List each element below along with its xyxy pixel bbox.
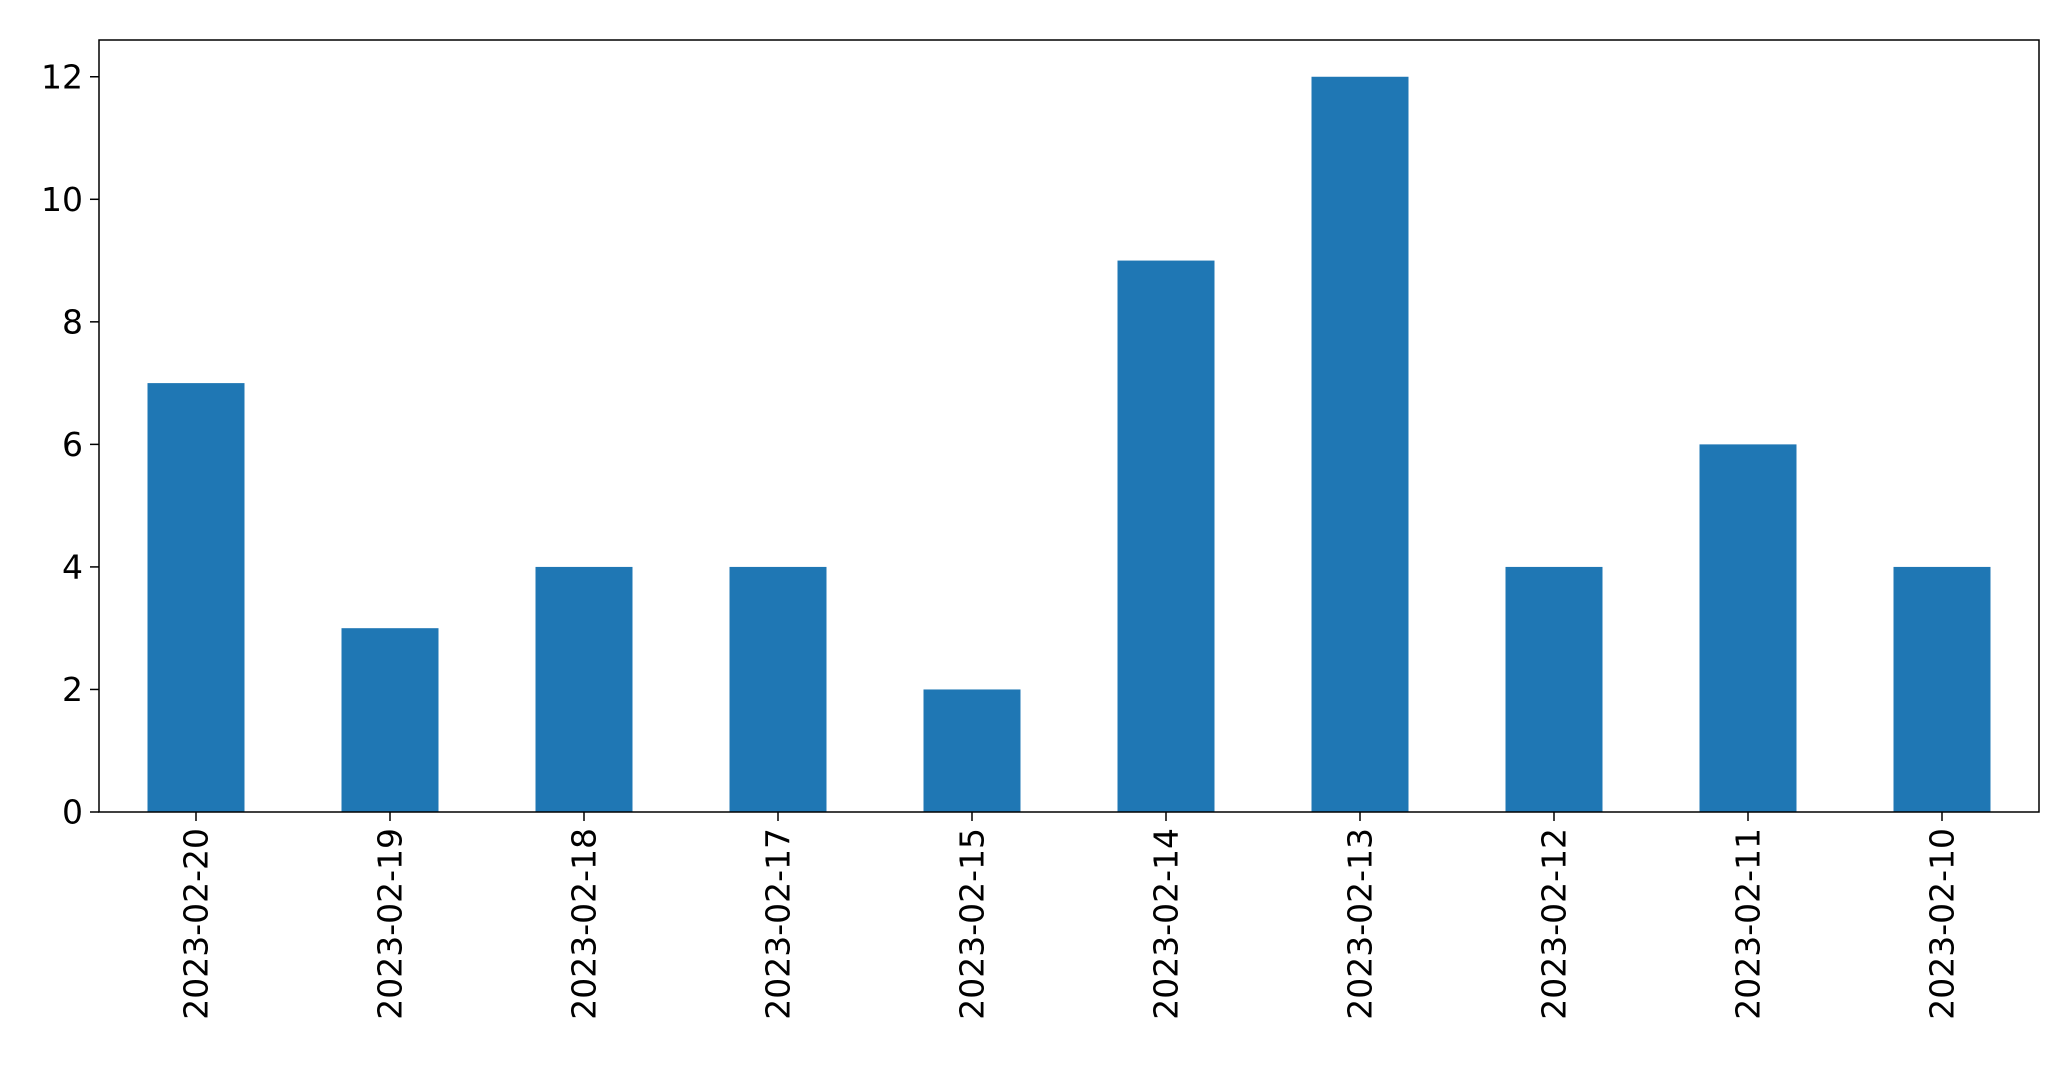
x-tick-label: 2023-02-18 bbox=[565, 828, 604, 1020]
x-tick-label: 2023-02-11 bbox=[1729, 828, 1768, 1020]
x-tick-label: 2023-02-12 bbox=[1535, 828, 1574, 1020]
x-tick-label: 2023-02-14 bbox=[1147, 828, 1186, 1020]
y-tick-label: 10 bbox=[41, 180, 83, 219]
plot-frame bbox=[98, 39, 2040, 813]
bar-2023-02-14 bbox=[1117, 260, 1215, 812]
bar-2023-02-11 bbox=[1699, 444, 1797, 812]
y-tick-label: 4 bbox=[62, 547, 83, 586]
bar-2023-02-17 bbox=[729, 566, 827, 812]
y-tick-label: 6 bbox=[62, 425, 83, 464]
x-axis: 2023-02-20 2023-02-19 2023-02-18 2023-02-17… bbox=[177, 812, 1962, 1020]
y-tick-label: 8 bbox=[62, 302, 83, 341]
bar-2023-02-20 bbox=[147, 383, 245, 812]
bar-2023-02-19 bbox=[341, 628, 439, 812]
y-tick-label: 2 bbox=[62, 670, 83, 709]
bar-2023-02-12 bbox=[1505, 566, 1603, 812]
bars-layer bbox=[147, 76, 1991, 812]
x-tick-label: 2023-02-15 bbox=[953, 828, 992, 1020]
y-tick-label: 0 bbox=[62, 793, 83, 832]
x-tick-label: 2023-02-13 bbox=[1341, 828, 1380, 1020]
x-tick-label: 2023-02-10 bbox=[1923, 828, 1962, 1020]
bar-2023-02-15 bbox=[923, 689, 1021, 812]
bar-2023-02-18 bbox=[535, 566, 633, 812]
x-tick-label: 2023-02-20 bbox=[177, 828, 216, 1020]
y-axis: 0 2 4 6 8 10 12 bbox=[41, 57, 99, 832]
y-tick-label: 12 bbox=[41, 57, 83, 96]
bar-2023-02-13 bbox=[1311, 76, 1409, 812]
bar-2023-02-10 bbox=[1893, 566, 1991, 812]
x-tick-label: 2023-02-17 bbox=[759, 828, 798, 1020]
x-tick-label: 2023-02-19 bbox=[371, 828, 410, 1020]
